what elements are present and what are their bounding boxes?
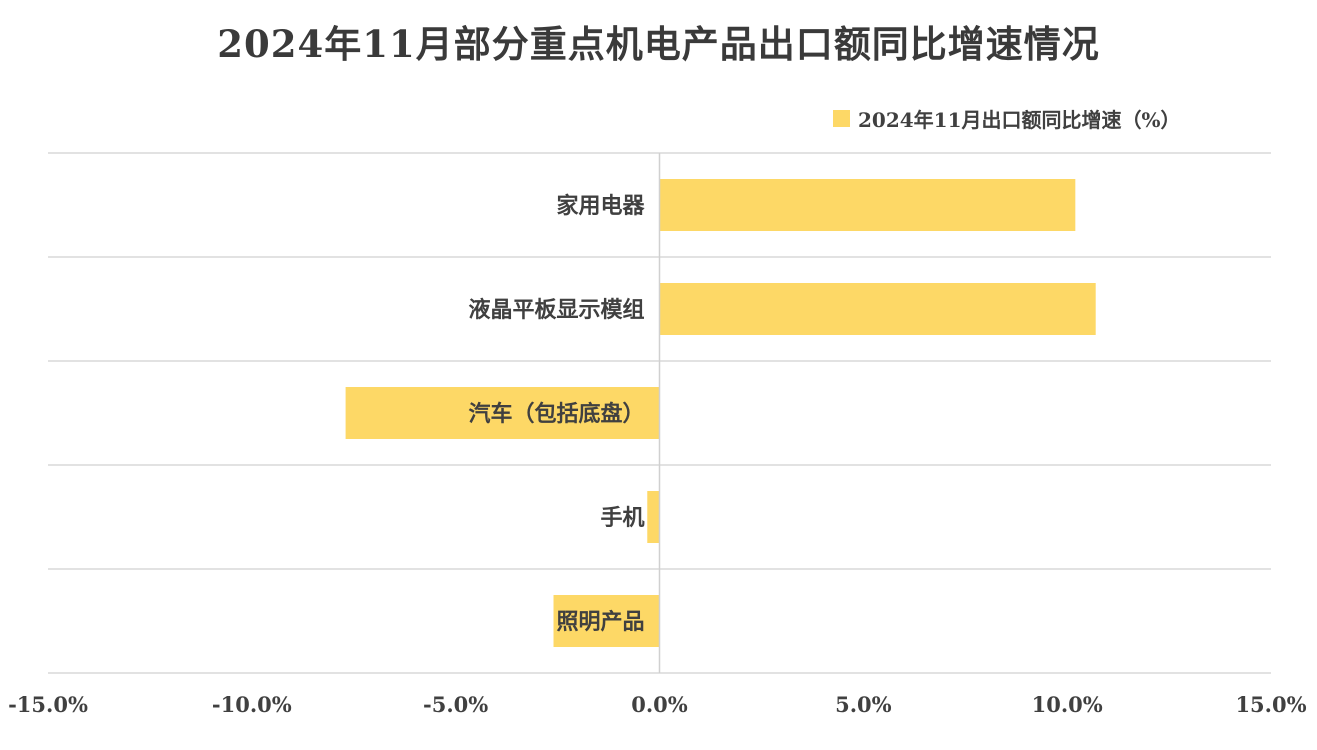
category-label: 手机 xyxy=(600,505,644,531)
category-label: 汽车（包括底盘） xyxy=(468,401,644,427)
x-tick-label: 0.0% xyxy=(631,692,688,717)
x-tick-label: -15.0% xyxy=(8,692,88,717)
x-tick-label: 10.0% xyxy=(1032,692,1103,717)
category-label: 照明产品 xyxy=(556,609,644,635)
x-tick-label: -10.0% xyxy=(212,692,292,717)
bar xyxy=(647,491,660,543)
x-tick-label: 15.0% xyxy=(1235,692,1306,717)
legend-label: 2024年11月出口额同比增速（%） xyxy=(858,107,1181,132)
chart-title: 2024年11月部分重点机电产品出口额同比增速情况 xyxy=(217,22,1100,66)
category-label: 液晶平板显示模组 xyxy=(468,297,644,323)
x-tick-label: 5.0% xyxy=(835,692,892,717)
legend: 2024年11月出口额同比增速（%） xyxy=(833,104,1181,132)
legend-swatch xyxy=(833,109,850,127)
bar xyxy=(659,179,1076,231)
category-label: 家用电器 xyxy=(556,193,645,219)
bar xyxy=(553,595,660,647)
bar xyxy=(345,387,660,439)
x-tick-label: -5.0% xyxy=(423,692,488,717)
bar xyxy=(659,283,1096,335)
